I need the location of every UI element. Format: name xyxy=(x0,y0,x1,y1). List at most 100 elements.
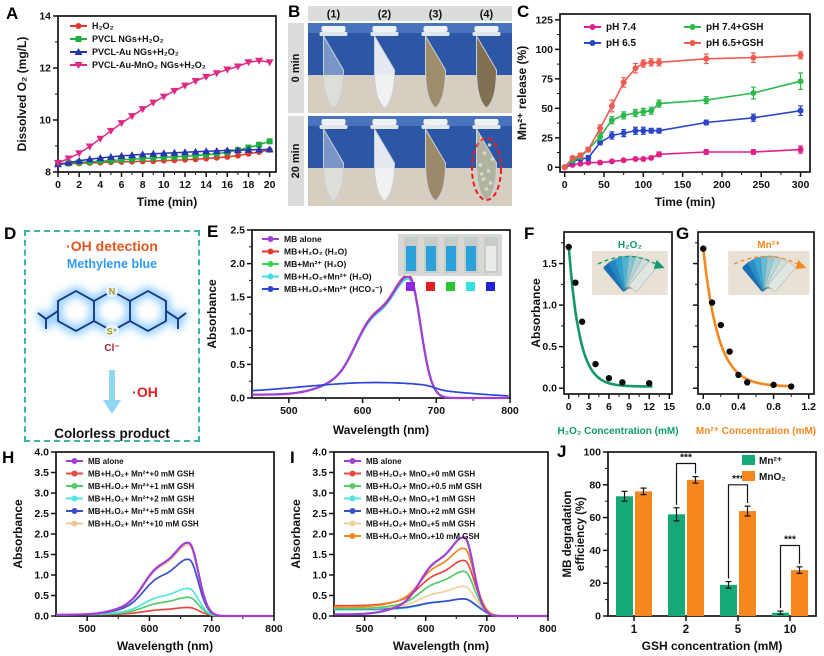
svg-text:Wavelength (nm): Wavelength (nm) xyxy=(393,639,489,653)
svg-text:1.2: 1.2 xyxy=(801,401,816,413)
svg-text:100: 100 xyxy=(535,44,553,56)
svg-text:2.0: 2.0 xyxy=(312,529,327,541)
legend-item: MB+H₂O₂+Mn²⁺ (H₂O) xyxy=(262,272,372,282)
svg-text:Absorbance: Absorbance xyxy=(529,278,543,348)
series-spectrum xyxy=(333,536,547,618)
svg-text:Time (min): Time (min) xyxy=(137,195,197,209)
photo-20min: 20 min xyxy=(288,116,512,206)
svg-text:18: 18 xyxy=(243,179,255,191)
svg-text:12: 12 xyxy=(643,401,655,413)
svg-text:N: N xyxy=(109,287,116,297)
svg-text:Absorbance: Absorbance xyxy=(289,499,303,569)
chart-spectra-mno2-gsh: 500 600 700 800 0.0 0.5 1.0 1.5 2.0 2.5 3.0 3.5 4.0 W… xyxy=(289,447,556,654)
highlight-circle xyxy=(471,137,502,201)
svg-text:Absorbance: Absorbance xyxy=(11,499,25,569)
legend-item: pH 6.5+GSH xyxy=(684,38,764,49)
legend-item: pH 7.4+GSH xyxy=(684,22,764,33)
series-spectrum xyxy=(251,381,509,397)
svg-text:0.0: 0.0 xyxy=(312,611,327,623)
panel-label-f: F xyxy=(524,224,535,243)
svg-text:Mn²⁺: Mn²⁺ xyxy=(759,456,782,467)
oh-radical-label: ·OH xyxy=(132,384,158,400)
svg-text:1.0: 1.0 xyxy=(542,300,557,312)
svg-text:10: 10 xyxy=(39,115,51,127)
svg-text:MB alone: MB alone xyxy=(366,457,402,466)
tube xyxy=(472,26,501,109)
svg-text:1.0: 1.0 xyxy=(230,325,245,337)
tube xyxy=(421,119,450,202)
svg-text:75: 75 xyxy=(541,73,553,85)
axes: 0 20 40 60 80 100 GSH concentration (mM) MB deg… xyxy=(562,447,817,653)
svg-text:0.8: 0.8 xyxy=(766,401,781,413)
svg-text:Mn²⁺ Concentration (mM): Mn²⁺ Concentration (mM) xyxy=(696,426,816,437)
axes: 500 600 700 800 0.0 0.5 1.0 1.5 2.0 2.5 3.0 3.5 4.0 W… xyxy=(289,447,556,654)
svg-text:3.0: 3.0 xyxy=(34,488,49,500)
svg-text:PVCL-Au NGs+H₂O₂: PVCL-Au NGs+H₂O₂ xyxy=(92,47,179,57)
svg-text:2.5: 2.5 xyxy=(34,508,49,520)
svg-text:1.0: 1.0 xyxy=(312,570,327,582)
svg-text:0.5: 0.5 xyxy=(542,341,557,353)
svg-text:Mn²⁺ release (%): Mn²⁺ release (%) xyxy=(515,46,529,140)
svg-text:500: 500 xyxy=(280,405,298,417)
series-spectrum xyxy=(56,558,273,617)
svg-text:MB+H₂O₂+ Mn²⁺+1 mM GSH: MB+H₂O₂+ Mn²⁺+1 mM GSH xyxy=(88,482,194,491)
series-spectrum xyxy=(252,278,509,399)
panel-label-g: G xyxy=(676,224,690,243)
svg-text:4.0: 4.0 xyxy=(312,447,327,459)
svg-text:300: 300 xyxy=(792,179,810,191)
legend-item: MB+H₂O₂+ Mn²⁺+2 mM GSH xyxy=(66,495,194,504)
svg-text:100: 100 xyxy=(635,179,653,191)
svg-text:700: 700 xyxy=(478,623,496,635)
significance-bracket xyxy=(675,462,697,505)
svg-text:80: 80 xyxy=(589,479,601,491)
svg-text:Wavelength (nm): Wavelength (nm) xyxy=(333,423,429,437)
svg-text:MB+H₂O₂+ Mn²⁺+0 mM GSH: MB+H₂O₂+ Mn²⁺+0 mM GSH xyxy=(88,470,194,479)
svg-text:pH 6.5+GSH: pH 6.5+GSH xyxy=(706,38,764,49)
svg-text:MB+H₂O₂ (H₂O): MB+H₂O₂ (H₂O) xyxy=(284,247,347,257)
svg-text:0.4: 0.4 xyxy=(731,401,746,413)
svg-text:8: 8 xyxy=(45,167,51,179)
legend-item: MB+H₂O₂+ MnO₂+10 mM GSH xyxy=(344,532,480,541)
photo-panel-tubes: (1) (2) (3) (4) 0 min 20 min xyxy=(288,6,512,206)
svg-text:200: 200 xyxy=(713,179,731,191)
svg-text:3.5: 3.5 xyxy=(312,467,327,479)
svg-text:1.5: 1.5 xyxy=(542,258,557,270)
tube xyxy=(319,26,348,109)
structure-bonds xyxy=(37,289,187,333)
legend-item: MB+H₂O₂+ Mn²⁺+5 mM GSH xyxy=(66,507,194,516)
svg-text:20: 20 xyxy=(264,179,276,191)
photo-0min: 0 min xyxy=(288,23,512,113)
significance-bracket xyxy=(779,544,801,609)
axes: 500 600 700 800 0.0 0.5 1.0 1.5 2.0 2.5 Wavelength… xyxy=(205,225,519,438)
series-spectrum xyxy=(56,544,273,617)
methylene-blue-structure: N S⁺ Cl⁻ xyxy=(35,285,189,354)
panel-label-b: B xyxy=(288,2,301,21)
tube xyxy=(421,26,450,109)
svg-text:16: 16 xyxy=(221,179,233,191)
svg-text:MB+Mn²⁺ (H₂O): MB+Mn²⁺ (H₂O) xyxy=(284,259,346,269)
legend-item: H₂O₂ xyxy=(70,21,114,31)
chart-h2o2-titration: 0 3 6 9 12 15 0.0 0.5 1.0 1.5 H₂O₂ Concentration (… xyxy=(529,231,678,437)
cuvette-fan-inset: Mn²⁺ xyxy=(728,240,810,295)
svg-text:100: 100 xyxy=(583,447,601,459)
svg-text:0.5: 0.5 xyxy=(230,359,245,371)
legend-swatch xyxy=(742,455,755,465)
methylene-blue-label: Methylene blue xyxy=(66,257,158,271)
svg-text:MB alone: MB alone xyxy=(88,457,124,466)
svg-text:0: 0 xyxy=(547,162,553,174)
svg-text:0.0: 0.0 xyxy=(696,401,711,413)
panel-label-d: D xyxy=(4,224,17,243)
legend-item: MB+Mn²⁺ (H₂O) xyxy=(262,259,346,269)
oh-detection-scheme: ·OH detection Methylene blue N S⁺ Cl⁻ ·OH … xyxy=(24,230,200,442)
cuvette-fan-inset: H₂O₂ xyxy=(592,240,668,295)
panel-label-c: C xyxy=(517,2,530,21)
legend-item: MB+H₂O₂+ Mn²⁺+1 mM GSH xyxy=(66,482,194,491)
legend-item: MB+H₂O₂+ MnO₂+0.5 mM GSH xyxy=(344,482,482,491)
legend-item: MB alone xyxy=(66,457,124,466)
svg-text:700: 700 xyxy=(428,405,446,417)
series-spectrum xyxy=(252,276,509,399)
chart-mb-spectra-control: 500 600 700 800 0.0 0.5 1.0 1.5 2.0 2.5 Wavelength… xyxy=(205,225,519,438)
svg-text:600: 600 xyxy=(417,623,435,635)
color-key-square xyxy=(466,282,475,291)
svg-text:2.0: 2.0 xyxy=(34,529,49,541)
